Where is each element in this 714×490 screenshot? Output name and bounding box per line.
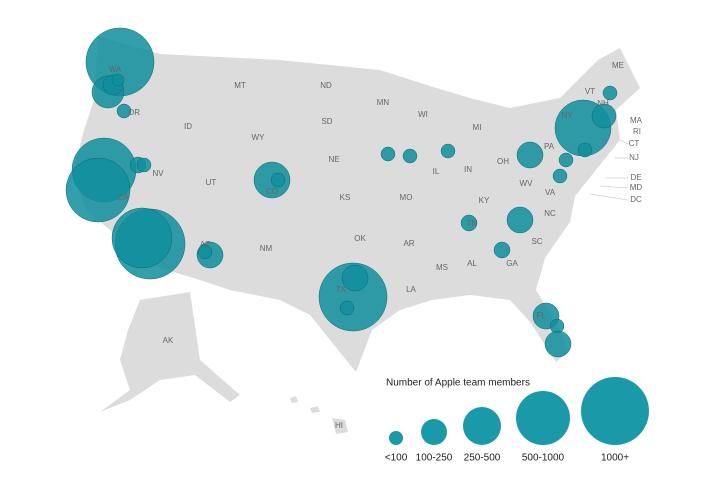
bubble [116, 103, 132, 119]
state-label: PA [544, 142, 555, 151]
state-label: IL [433, 167, 440, 176]
state-label: NJ [629, 153, 639, 162]
state-label: MS [436, 263, 448, 272]
legend-label: 500-1000 [522, 453, 565, 464]
state-label: KY [479, 196, 490, 205]
state-label: NC [544, 209, 556, 218]
state-label: NY [561, 111, 573, 120]
state-label: MN [377, 98, 390, 107]
legend-bubble [463, 407, 501, 445]
state-label: KS [340, 193, 351, 202]
legend-bubble [516, 391, 570, 445]
state-label: MT [234, 81, 246, 90]
state-label: OR [128, 108, 140, 117]
bubble [318, 262, 388, 332]
bubble [602, 85, 618, 101]
bubble [380, 146, 396, 162]
bubble [197, 244, 213, 260]
state-label: NH [597, 99, 609, 108]
bubble [341, 264, 369, 292]
legend-bubble [421, 419, 447, 445]
state-label: DC [630, 195, 642, 204]
state-label: NM [260, 244, 273, 253]
bubble [270, 172, 286, 188]
state-label: TN [467, 219, 478, 228]
leader-lines [589, 139, 629, 201]
state-label: OH [497, 157, 509, 166]
state-label: OK [354, 234, 366, 243]
state-label: NV [152, 169, 164, 178]
state-label: WI [418, 110, 428, 119]
state-label: ID [184, 122, 192, 131]
state-label: AZ [200, 240, 210, 249]
state-label: NE [328, 155, 339, 164]
state-label: VA [545, 188, 556, 197]
state-label: IN [464, 165, 472, 174]
state-label: AK [163, 336, 174, 345]
state-label: LA [406, 285, 416, 294]
bubble [552, 168, 568, 184]
bubble [591, 103, 617, 129]
bubbles [65, 27, 618, 358]
bubble [558, 152, 574, 168]
state-label: AR [403, 239, 414, 248]
bubble [577, 142, 593, 158]
state-label: WV [520, 179, 534, 188]
bubble [111, 73, 125, 87]
us-mainland [74, 36, 640, 372]
state-label: HI [335, 421, 343, 430]
legend-bubble [389, 431, 403, 445]
state-label: WA [109, 65, 122, 74]
hawaii [290, 396, 348, 434]
state-label: TX [336, 285, 347, 294]
state-label: VT [585, 87, 595, 96]
bubble [544, 330, 572, 358]
legend-label: 250-500 [464, 453, 501, 464]
legend-label: 1000+ [601, 453, 629, 464]
state-label: CO [266, 187, 278, 196]
state-label: GA [506, 259, 518, 268]
state-label: SD [321, 117, 332, 126]
state-label: FL [536, 311, 546, 320]
legend-label: <100 [385, 453, 408, 464]
alaska [100, 292, 240, 412]
state-label: WY [252, 133, 266, 142]
bubble [516, 141, 544, 169]
state-label: CT [629, 139, 640, 148]
bubble [111, 207, 173, 269]
bubble [440, 143, 456, 159]
bubble [402, 148, 418, 164]
state-label: MA [630, 116, 643, 125]
bubble [136, 157, 152, 173]
state-label: MO [400, 193, 413, 202]
bubble [506, 206, 534, 234]
state-label: ND [320, 81, 332, 90]
state-label: CA [117, 193, 129, 202]
bubble [339, 300, 355, 316]
state-label: MI [473, 123, 482, 132]
state-label: ME [612, 61, 624, 70]
state-label: AL [467, 259, 477, 268]
legend-bubble [581, 377, 649, 445]
state-label: RI [633, 127, 641, 136]
bubble [460, 214, 478, 232]
legend-label: 100-250 [416, 453, 453, 464]
state-label: DE [630, 173, 641, 182]
state-label: UT [206, 178, 217, 187]
legend-title: Number of Apple team members [386, 378, 530, 389]
bubble [65, 157, 131, 223]
bubble [493, 241, 511, 259]
state-label: SC [531, 237, 542, 246]
state-label: MD [630, 183, 643, 192]
